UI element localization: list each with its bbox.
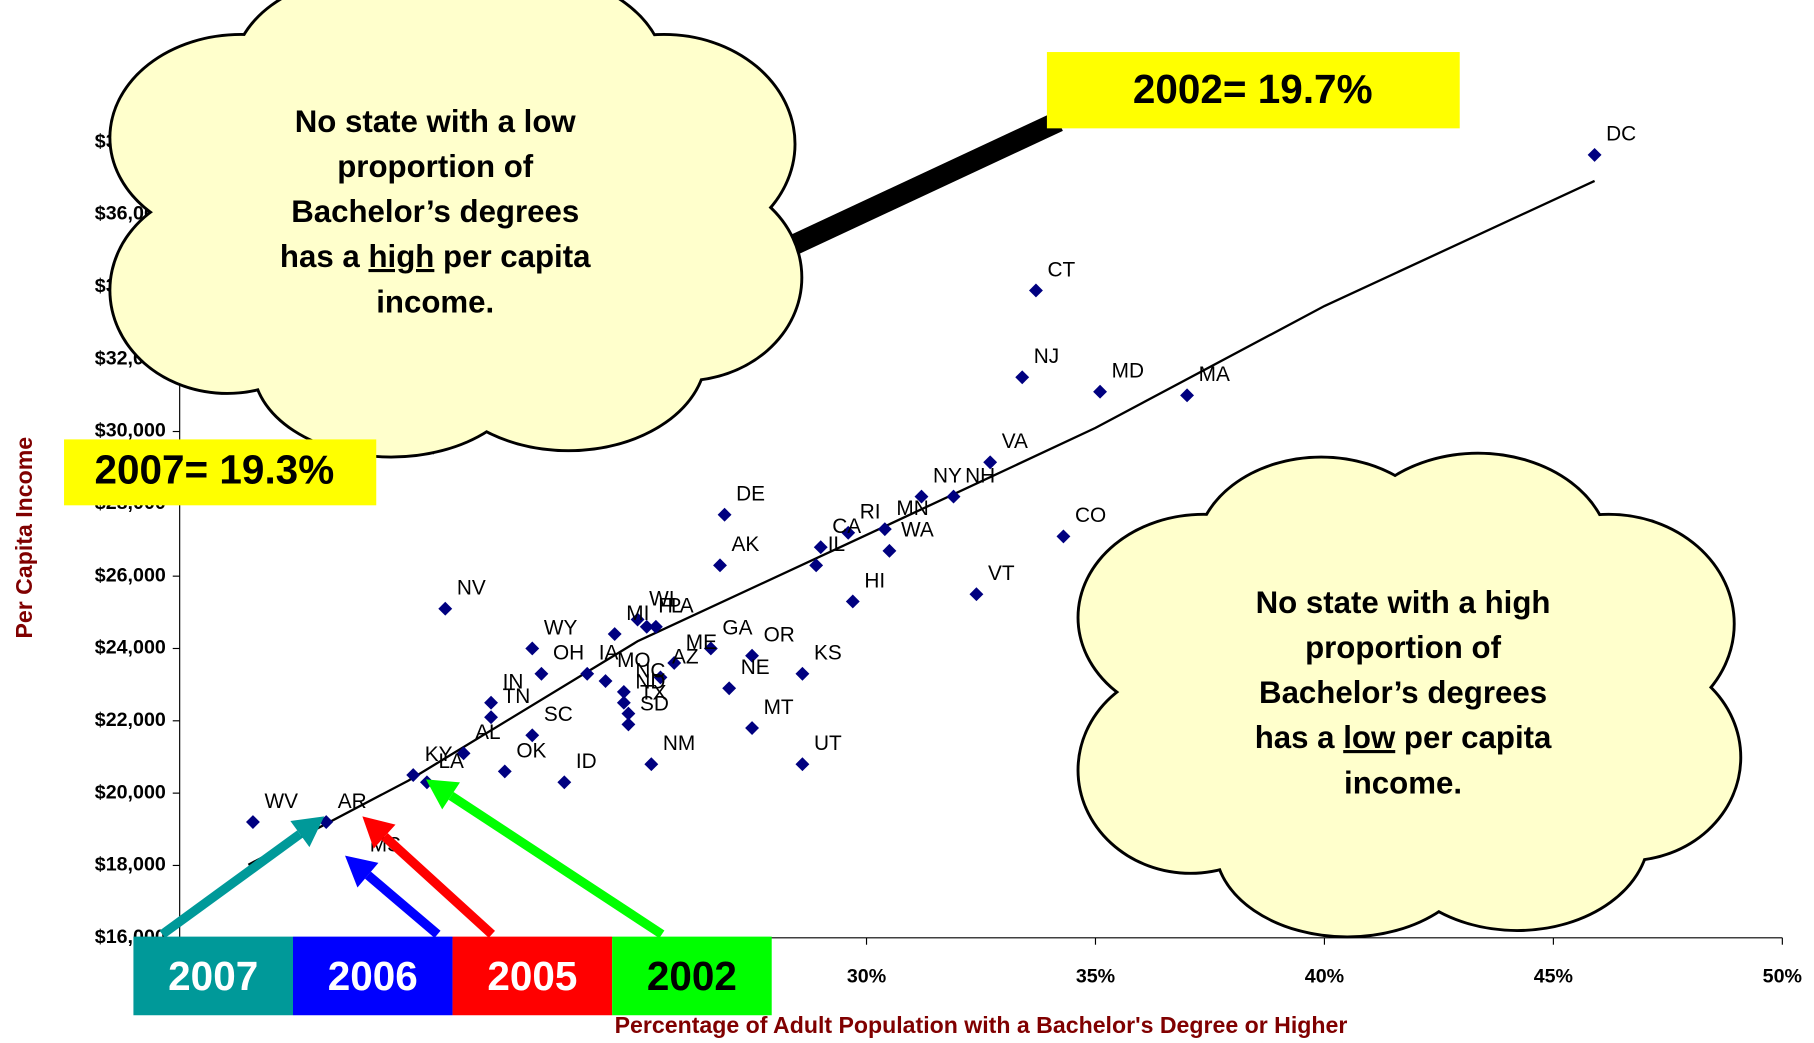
year-label: 2007 [168, 953, 258, 999]
point-label: PA [667, 595, 693, 618]
cloud-text-part: per capita [1395, 720, 1552, 755]
y-axis-title: Per Capita Income [11, 437, 37, 639]
year-label: 2005 [487, 953, 577, 999]
point-label: NJ [1034, 345, 1059, 368]
point-label: NH [965, 464, 995, 487]
y-tick-label: $20,000 [95, 781, 166, 803]
point-label: NM [663, 732, 695, 755]
point-label: WY [544, 616, 578, 639]
point-label: NV [457, 577, 486, 600]
point-label: HI [864, 569, 885, 592]
x-tick-label: 35% [1076, 965, 1115, 987]
callout-2007: 2007= 19.3% [64, 439, 376, 505]
x-axis-title: Percentage of Adult Population with a Ba… [615, 1012, 1348, 1038]
point-label: TN [503, 685, 531, 708]
cloud-text: income. [1344, 765, 1462, 800]
point-label: RI [860, 501, 881, 524]
cloud-text-part: has a [280, 239, 369, 274]
y-tick-label: $24,000 [95, 637, 166, 659]
point-label: WV [265, 790, 299, 813]
point-label: NY [933, 464, 962, 487]
x-tick-label: 30% [847, 965, 886, 987]
y-tick-label: $18,000 [95, 854, 166, 876]
point-label: GA [722, 616, 752, 639]
point-label: MT [764, 696, 794, 719]
y-tick-label: $30,000 [95, 420, 166, 442]
point-label: DE [736, 483, 765, 506]
cloud-text: income. [376, 284, 494, 319]
point-label: DC [1606, 123, 1636, 146]
point-label: NE [741, 656, 770, 679]
cloud-text: No state with a high [1256, 585, 1551, 620]
point-label: AR [338, 790, 367, 813]
point-label: UT [814, 732, 842, 755]
point-label: CT [1048, 258, 1076, 281]
year-label: 2002 [647, 953, 737, 999]
y-tick-label: $22,000 [95, 709, 166, 731]
callout-text: 2007= 19.3% [95, 447, 335, 493]
y-tick-label: $26,000 [95, 564, 166, 586]
point-label: OK [516, 739, 546, 762]
point-label: AZ [672, 645, 699, 668]
cloud-text: Bachelor’s degrees [291, 194, 579, 229]
point-label: OH [553, 642, 584, 665]
point-label: OR [764, 624, 795, 647]
x-tick-label: 50% [1763, 965, 1802, 987]
point-label: ID [576, 750, 597, 773]
cloud-text-part: low [1343, 720, 1396, 755]
point-label: WA [901, 519, 934, 542]
chart: $16,000$18,000$20,000$22,000$24,000$26,0… [0, 0, 1814, 1043]
point-label: VA [1002, 430, 1028, 453]
cloud: No state with a low proportion of Bachelor… [111, 0, 800, 456]
cloud-text-part: has a [1255, 720, 1344, 755]
cloud-text: has a low per capita [1255, 720, 1552, 755]
point-label: MA [1199, 363, 1230, 386]
cloud-text: proportion of [1305, 630, 1502, 665]
point-label: SC [544, 703, 573, 726]
x-tick-label: 45% [1534, 965, 1573, 987]
point-label: IL [828, 533, 845, 556]
point-label: AL [475, 721, 500, 744]
point-label: MN [896, 497, 928, 520]
cloud-text-part: high [368, 239, 434, 274]
point-label: SD [640, 692, 669, 715]
point-label: MD [1112, 360, 1144, 383]
callout-2002: 2002= 19.7% [1047, 52, 1460, 128]
x-tick-label: 40% [1305, 965, 1344, 987]
year-label: 2006 [328, 953, 418, 999]
cloud-text-part: per capita [434, 239, 591, 274]
point-label: IA [599, 642, 619, 665]
point-label: LA [439, 750, 465, 773]
point-label: AK [732, 533, 760, 556]
cloud-text: has a high per capita [280, 239, 591, 274]
point-label: CO [1075, 504, 1106, 527]
cloud-text: No state with a low [295, 104, 577, 139]
point-label: VT [988, 562, 1015, 585]
cloud-text: Bachelor’s degrees [1259, 675, 1547, 710]
cloud: No state with a high proportion of Bachelo… [1079, 455, 1739, 936]
point-label: MI [626, 602, 649, 625]
cloud-text: proportion of [337, 149, 534, 184]
callout-text: 2002= 19.7% [1133, 66, 1373, 112]
point-label: KS [814, 642, 842, 665]
